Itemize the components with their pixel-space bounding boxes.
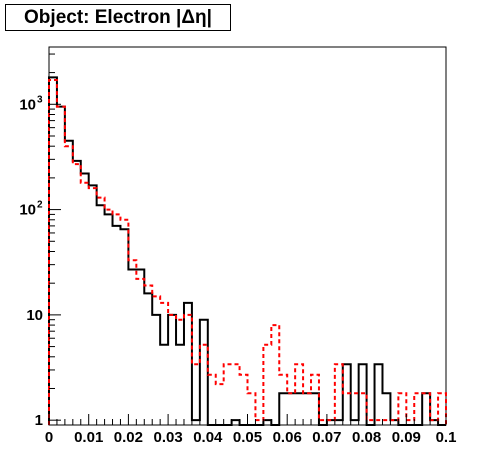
- chart-title: Object: Electron |Δη|: [5, 4, 231, 31]
- x-tick-label: 0.09: [392, 429, 421, 446]
- plot-frame: [48, 46, 447, 426]
- y-tick-exponent: 3: [37, 94, 43, 105]
- x-tick-label: 0.08: [352, 429, 381, 446]
- y-tick-label: 1: [35, 412, 43, 429]
- x-tick-label: 0.01: [74, 429, 103, 446]
- axis-layer: 0 0.01 0.02 0.03 0.04 0.05 0.06 0.07 0.08 0.09 0.1…: [19, 53, 457, 446]
- y-tick-label: 10: [19, 96, 36, 113]
- x-tick-label: 0.07: [312, 429, 341, 446]
- x-tick-label: 0.05: [233, 429, 262, 446]
- x-tick-label: 0.02: [114, 429, 143, 446]
- histogram-series-2: [48, 79, 447, 425]
- y-tick-exponent: 2: [37, 200, 43, 211]
- x-tick-label: 0.06: [273, 429, 302, 446]
- x-tick-label: 0.04: [193, 429, 223, 446]
- x-tick-label: 0.03: [153, 429, 182, 446]
- x-tick-label: 0.1: [436, 429, 457, 446]
- y-tick-label: 10: [19, 202, 36, 219]
- x-tick-label: 0: [45, 429, 53, 446]
- y-tick-label: 10: [26, 307, 43, 324]
